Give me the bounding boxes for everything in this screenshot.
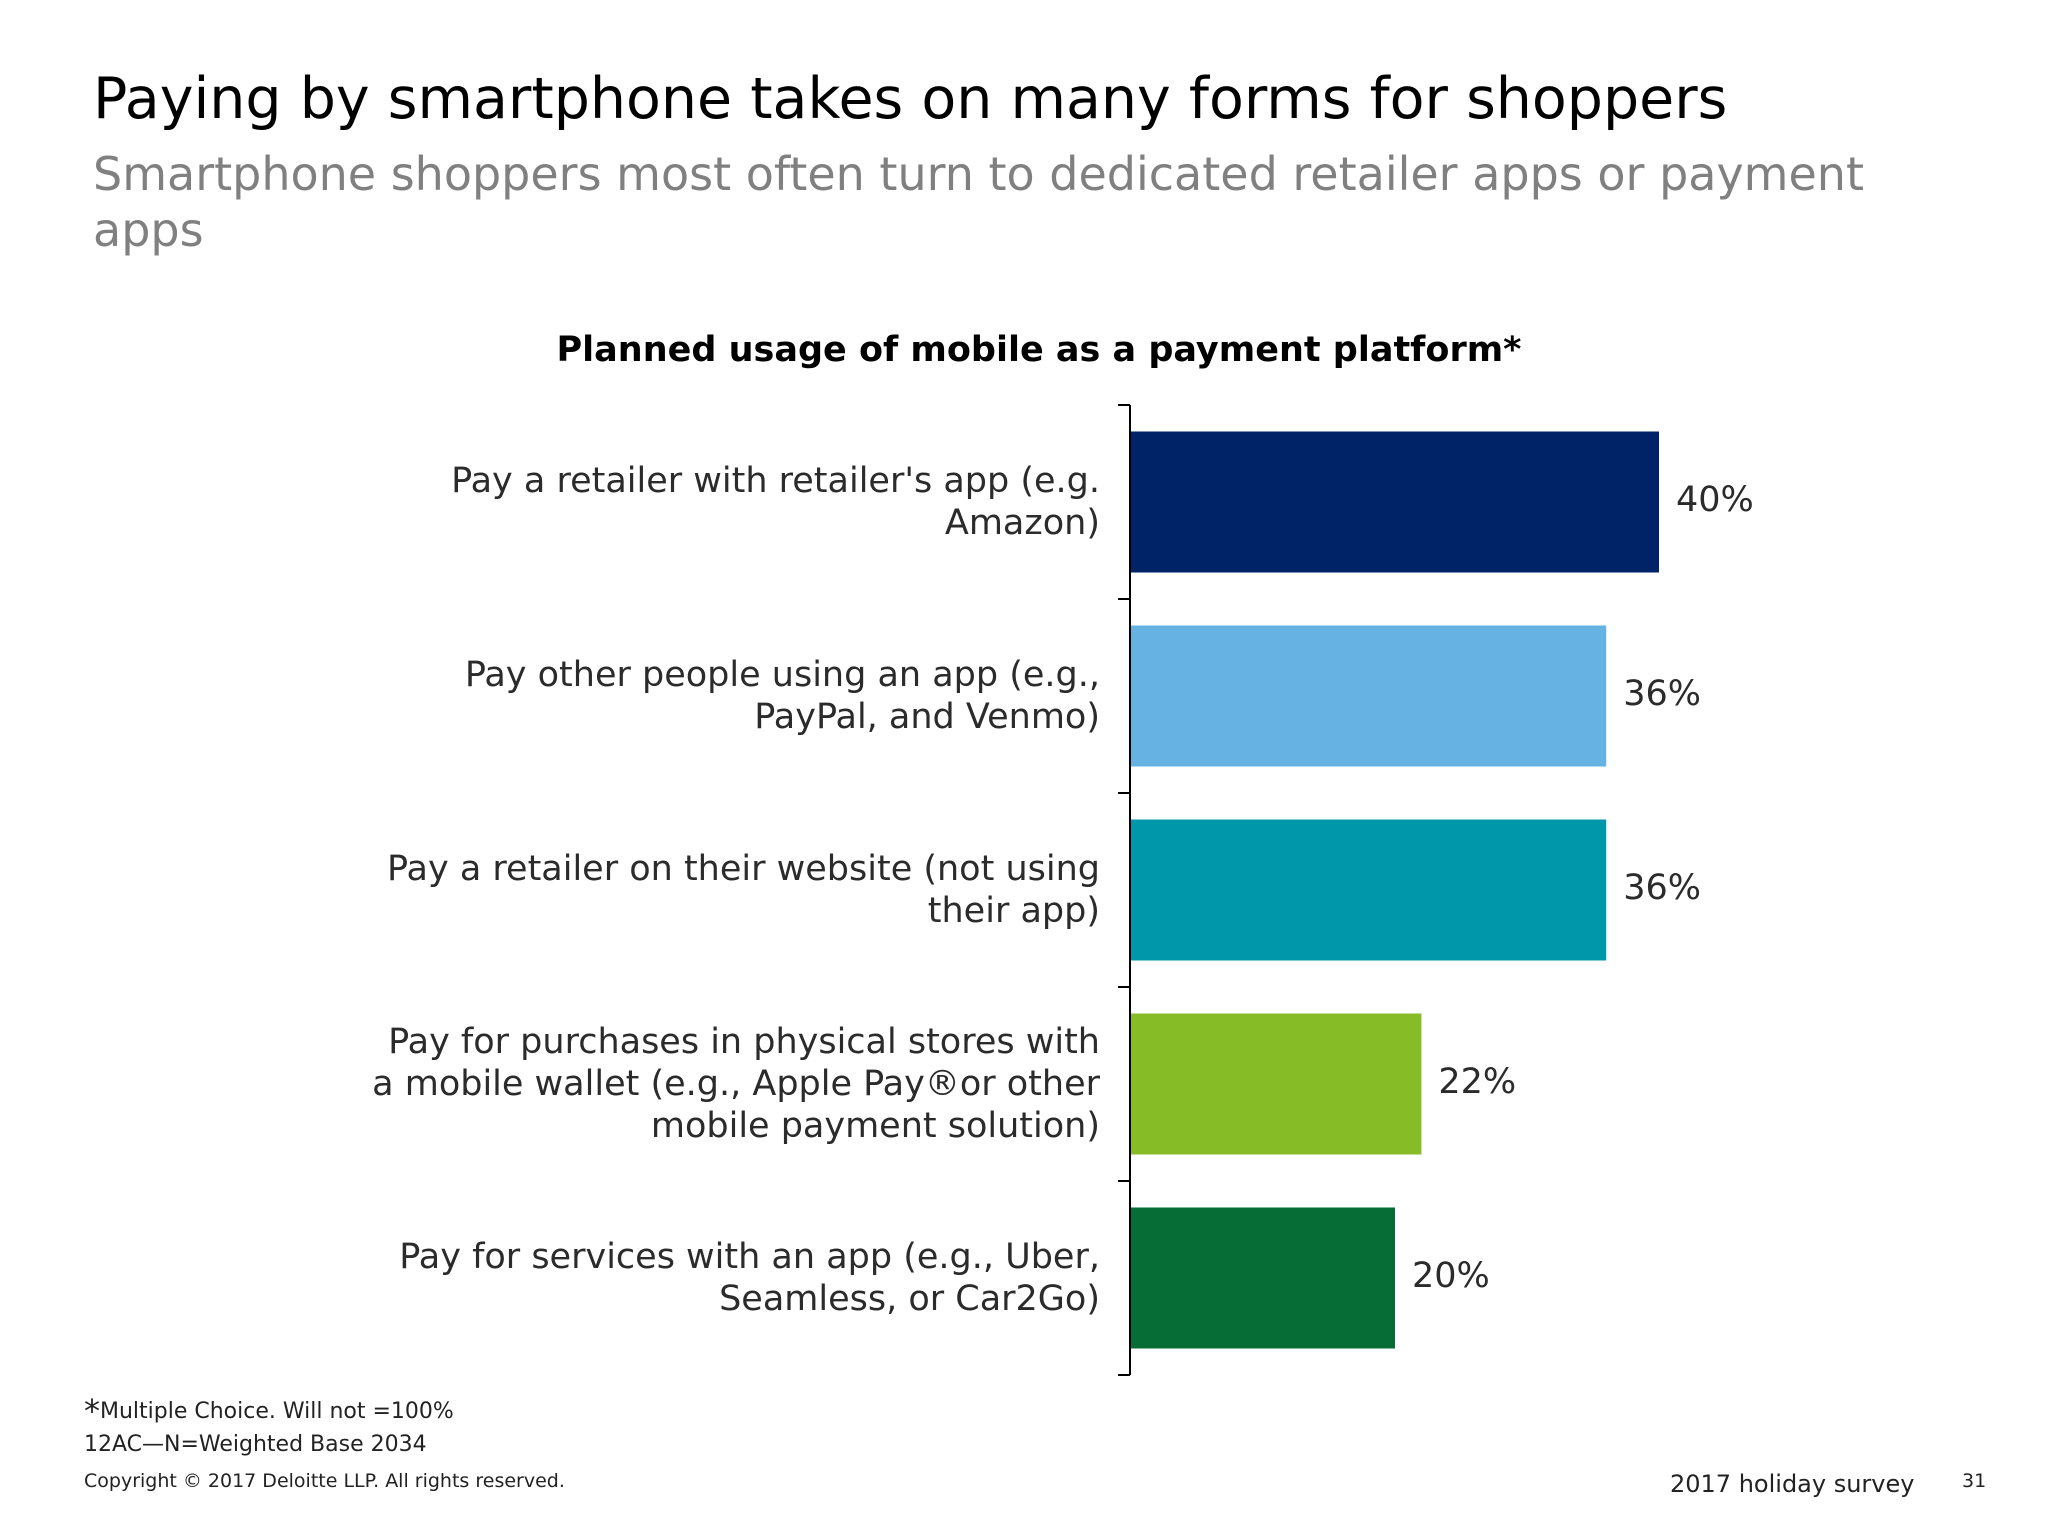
data-label: 22%	[1438, 1062, 1517, 1102]
chart-title: Planned usage of mobile as a payment pla…	[556, 330, 1522, 370]
category-label: Pay for services with an app (e.g., Uber…	[399, 1237, 1100, 1319]
page-number: 31	[1962, 1470, 1987, 1492]
survey-name: 2017 holiday survey	[1670, 1470, 1915, 1498]
footnote-star: *	[84, 1392, 100, 1430]
category-label: Pay a retailer with retailer's app (e.g.…	[451, 461, 1100, 543]
data-label: 36%	[1623, 674, 1701, 714]
data-label: 36%	[1623, 868, 1701, 908]
category-label: Pay a retailer on their website (not usi…	[387, 849, 1100, 931]
data-label: 40%	[1676, 480, 1754, 520]
slide-subtitle: Smartphone shoppers most often turn to d…	[93, 147, 1864, 257]
footnote: *Multiple Choice. Will not =100%	[84, 1392, 454, 1430]
copyright: Copyright © 2017 Deloitte LLP. All right…	[84, 1470, 565, 1492]
footnote-text: Multiple Choice. Will not =100%	[100, 1399, 454, 1424]
bar-3	[1131, 819, 1607, 961]
bar-1	[1131, 431, 1659, 573]
category-label: Pay for purchases in physical stores wit…	[372, 1022, 1100, 1146]
bar-2	[1131, 625, 1607, 767]
base-note: 12AC—N=Weighted Base 2034	[84, 1432, 427, 1457]
bar-4	[1131, 1013, 1422, 1155]
category-label: Pay other people using an app (e.g., Pay…	[464, 655, 1100, 737]
data-label: 20%	[1412, 1256, 1490, 1296]
bar-5	[1131, 1207, 1395, 1349]
slide-title: Paying by smartphone takes on many forms…	[93, 66, 1728, 132]
